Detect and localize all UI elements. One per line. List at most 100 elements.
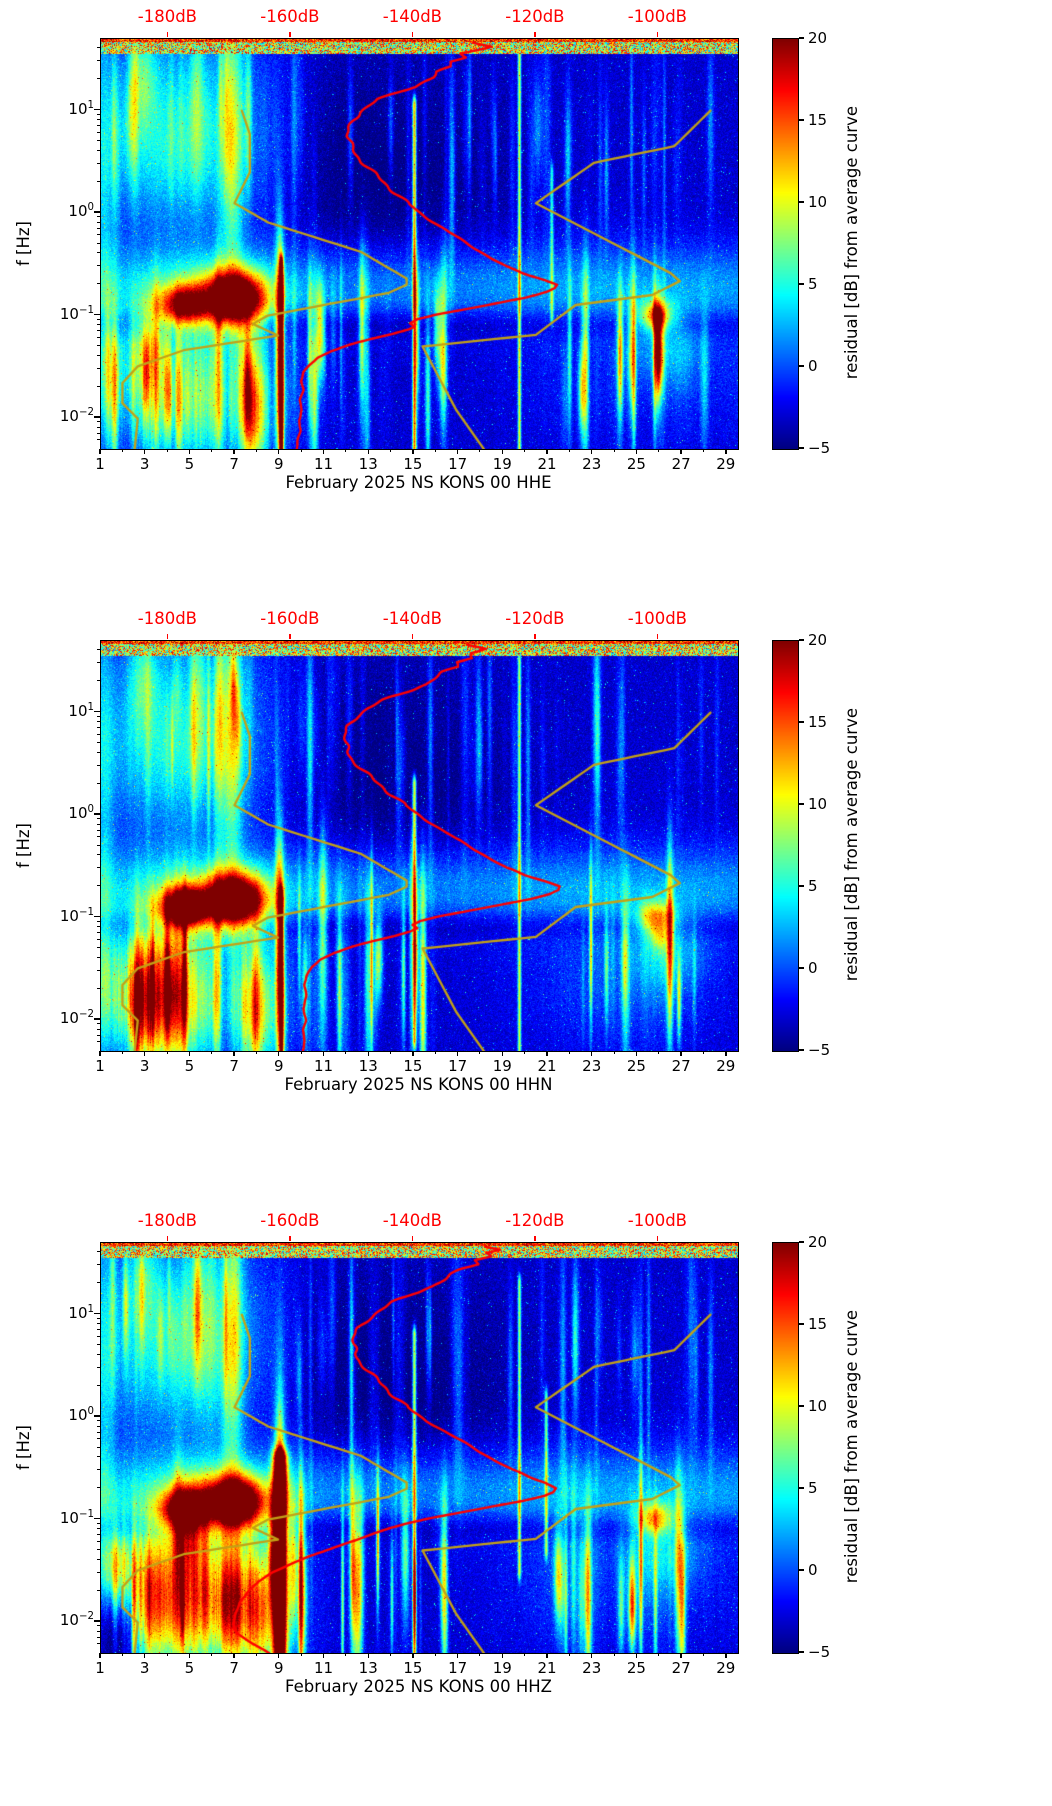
y-tick-label: 101: [68, 701, 94, 720]
colorbar-tick-label: −5: [808, 1041, 831, 1059]
x-minor-tick-mark: [568, 1051, 570, 1054]
x-tick-label: 3: [139, 455, 150, 473]
x-tick-label: 13: [358, 1057, 378, 1075]
db-axis-tick-mark: [656, 634, 659, 639]
x-minor-tick-mark: [390, 1051, 392, 1054]
x-tick-mark: [591, 1653, 593, 1658]
colorbar-tick-mark: [799, 639, 804, 641]
db-axis-tick-label: -180dB: [137, 1211, 197, 1230]
y-minor-tick-mark: [96, 1431, 100, 1433]
x-tick-label: 15: [403, 455, 423, 473]
y-minor-tick-mark: [96, 221, 100, 223]
x-tick-label: 9: [274, 1659, 284, 1677]
x-tick-mark: [725, 1653, 727, 1658]
x-tick-label: 15: [403, 1659, 423, 1677]
colorbar-gradient: [773, 39, 798, 449]
db-axis-tick-mark: [289, 1236, 291, 1241]
x-minor-tick-mark: [255, 1051, 257, 1054]
x-minor-tick-mark: [613, 1653, 615, 1656]
x-tick-mark: [680, 449, 682, 454]
y-minor-tick-mark: [96, 680, 100, 682]
x-tick-mark: [367, 449, 369, 454]
x-minor-tick-mark: [524, 449, 526, 452]
y-tick-mark: [94, 710, 100, 713]
y-minor-tick-mark: [96, 987, 100, 989]
colorbar-label: residual [dB] from average curve: [842, 640, 861, 1050]
x-minor-tick-mark: [434, 1653, 436, 1656]
x-minor-tick-mark: [613, 1051, 615, 1054]
x-tick-mark: [591, 1051, 593, 1056]
x-minor-tick-mark: [166, 1653, 168, 1656]
x-tick-label: 19: [492, 1057, 512, 1075]
x-tick-mark: [144, 1051, 146, 1056]
colorbar-tick-mark: [799, 885, 804, 887]
colorbar-tick-mark: [799, 447, 804, 449]
y-minor-tick-mark: [96, 1264, 100, 1266]
db-axis-tick-label: -180dB: [137, 7, 197, 26]
colorbar-tick-label: 0: [808, 357, 818, 375]
x-tick-mark: [412, 1653, 414, 1658]
db-axis-tick-label: -100dB: [627, 609, 687, 628]
y-minor-tick-mark: [96, 727, 100, 729]
y-minor-tick-mark: [96, 131, 100, 133]
x-minor-tick-mark: [211, 449, 213, 452]
x-axis-label: February 2025 NS KONS 00 HHN: [284, 1075, 553, 1094]
x-tick-mark: [188, 1653, 191, 1658]
spectrogram-figure: f [Hz] February 2025 NS KONS 00 HHE resi…: [0, 0, 1052, 602]
x-tick-mark: [456, 1051, 459, 1056]
y-axis-label-text: f [Hz]: [14, 822, 33, 868]
y-minor-tick-mark: [96, 1438, 100, 1440]
x-tick-mark: [501, 1653, 503, 1658]
x-tick-label: 3: [139, 1659, 150, 1677]
y-minor-tick-mark: [96, 938, 100, 940]
db-axis-tick-mark: [656, 32, 659, 37]
y-minor-tick-mark: [96, 1636, 100, 1638]
x-tick-label: 27: [671, 455, 691, 473]
colorbar-label-text: residual [dB] from average curve: [842, 106, 861, 380]
y-minor-tick-mark: [96, 1384, 100, 1386]
x-tick-mark: [546, 449, 548, 454]
x-tick-label: 25: [626, 1057, 646, 1075]
x-minor-tick-mark: [479, 1051, 481, 1054]
x-tick-label: 13: [358, 1659, 378, 1677]
y-minor-tick-mark: [96, 662, 100, 664]
x-tick-mark: [278, 1051, 280, 1056]
x-minor-tick-mark: [121, 449, 123, 452]
x-tick-mark: [501, 1051, 503, 1056]
y-minor-tick-mark: [96, 336, 100, 338]
x-minor-tick-mark: [702, 1653, 704, 1656]
y-minor-tick-mark: [96, 1335, 100, 1337]
db-axis-tick-label: -120dB: [505, 7, 565, 26]
y-minor-tick-mark: [96, 318, 100, 320]
x-minor-tick-mark: [345, 1653, 347, 1656]
colorbar-tick-label: 20: [808, 1233, 828, 1251]
x-tick-mark: [99, 1051, 101, 1056]
db-axis-tick-mark: [534, 1236, 536, 1241]
colorbar: [772, 38, 799, 450]
y-tick-label: 101: [68, 99, 94, 118]
colorbar: [772, 1242, 799, 1654]
x-minor-tick-mark: [524, 1051, 526, 1054]
y-minor-tick-mark: [96, 1558, 100, 1560]
x-tick-mark: [99, 1653, 101, 1658]
x-minor-tick-mark: [390, 1653, 392, 1656]
colorbar-label: residual [dB] from average curve: [842, 38, 861, 448]
db-axis-tick-label: -160dB: [260, 609, 320, 628]
db-axis-tick-mark: [166, 32, 169, 37]
x-tick-label: 11: [313, 1057, 334, 1075]
db-axis-tick-label: -120dB: [505, 1211, 565, 1230]
y-tick-mark: [94, 1018, 100, 1020]
y-minor-tick-mark: [96, 1028, 100, 1030]
y-minor-tick-mark: [96, 1023, 100, 1025]
spectrogram-figure: f [Hz] February 2025 NS KONS 00 HHN resi…: [0, 602, 1052, 1204]
x-minor-tick-mark: [166, 1051, 168, 1054]
y-minor-tick-mark: [96, 836, 100, 838]
colorbar-label-text: residual [dB] from average curve: [842, 708, 861, 982]
y-minor-tick-mark: [96, 421, 100, 423]
x-tick-mark: [233, 449, 235, 454]
colorbar-tick-label: −5: [808, 1643, 831, 1661]
x-tick-mark: [635, 449, 638, 454]
x-tick-label: 21: [537, 455, 557, 473]
y-minor-tick-mark: [96, 125, 100, 127]
db-axis-tick-label: -140dB: [382, 609, 442, 628]
